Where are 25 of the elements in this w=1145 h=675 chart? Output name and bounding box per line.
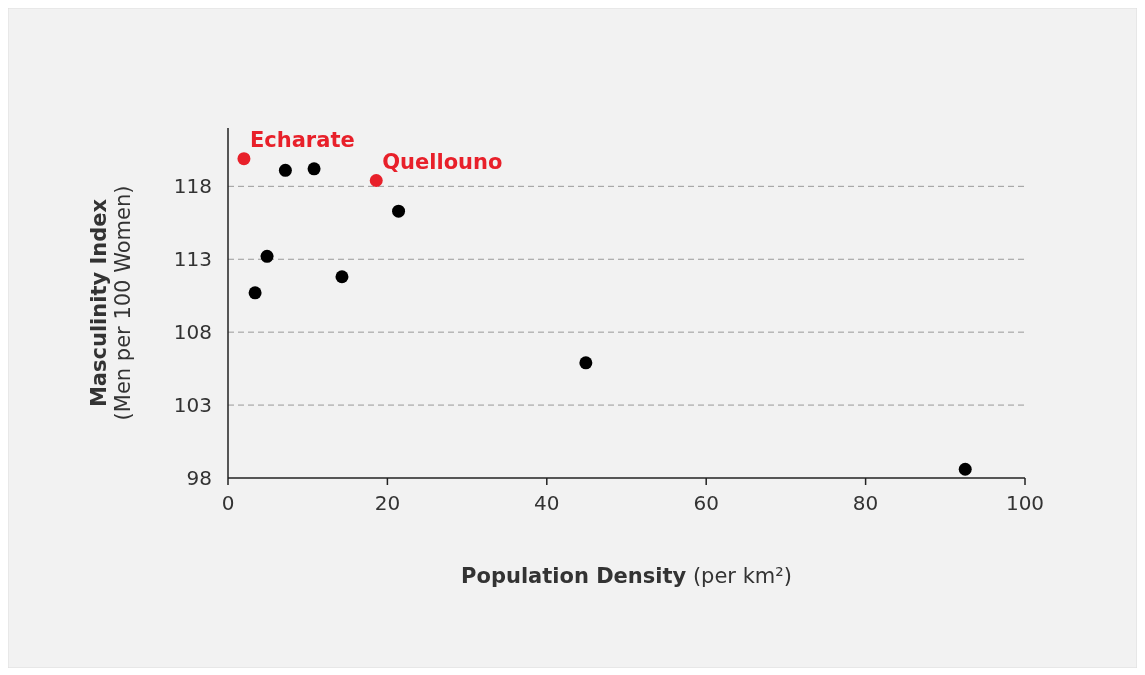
point — [260, 249, 274, 263]
point — [237, 152, 251, 166]
y-tick-label: 118 — [173, 174, 212, 199]
point — [392, 204, 406, 218]
x-tick-label: 80 — [852, 491, 879, 515]
x-tick-label: 60 — [693, 491, 719, 515]
annotation: Quellouno — [382, 149, 503, 174]
point — [335, 270, 349, 284]
y-tick-label: 103 — [173, 393, 212, 418]
annotation: Echarate — [249, 127, 355, 152]
y-tick-label: 98 — [186, 466, 212, 490]
y-axis-title: Masculinity Index (Men per 100 Women) — [87, 185, 135, 421]
y-tick-label: 108 — [173, 320, 212, 345]
point — [278, 163, 292, 177]
x-axis-title: Population Density (per km²) — [461, 564, 792, 588]
point — [307, 162, 321, 176]
point — [579, 356, 593, 370]
x-tick-label: 100 — [1005, 491, 1045, 515]
y-tick-label: 113 — [173, 247, 212, 272]
point — [958, 462, 972, 476]
point — [369, 174, 383, 187]
x-tick-label: 20 — [374, 491, 401, 515]
x-tick-label: 40 — [534, 491, 560, 515]
x-tick-label: 0 — [221, 491, 235, 515]
point — [248, 286, 262, 300]
